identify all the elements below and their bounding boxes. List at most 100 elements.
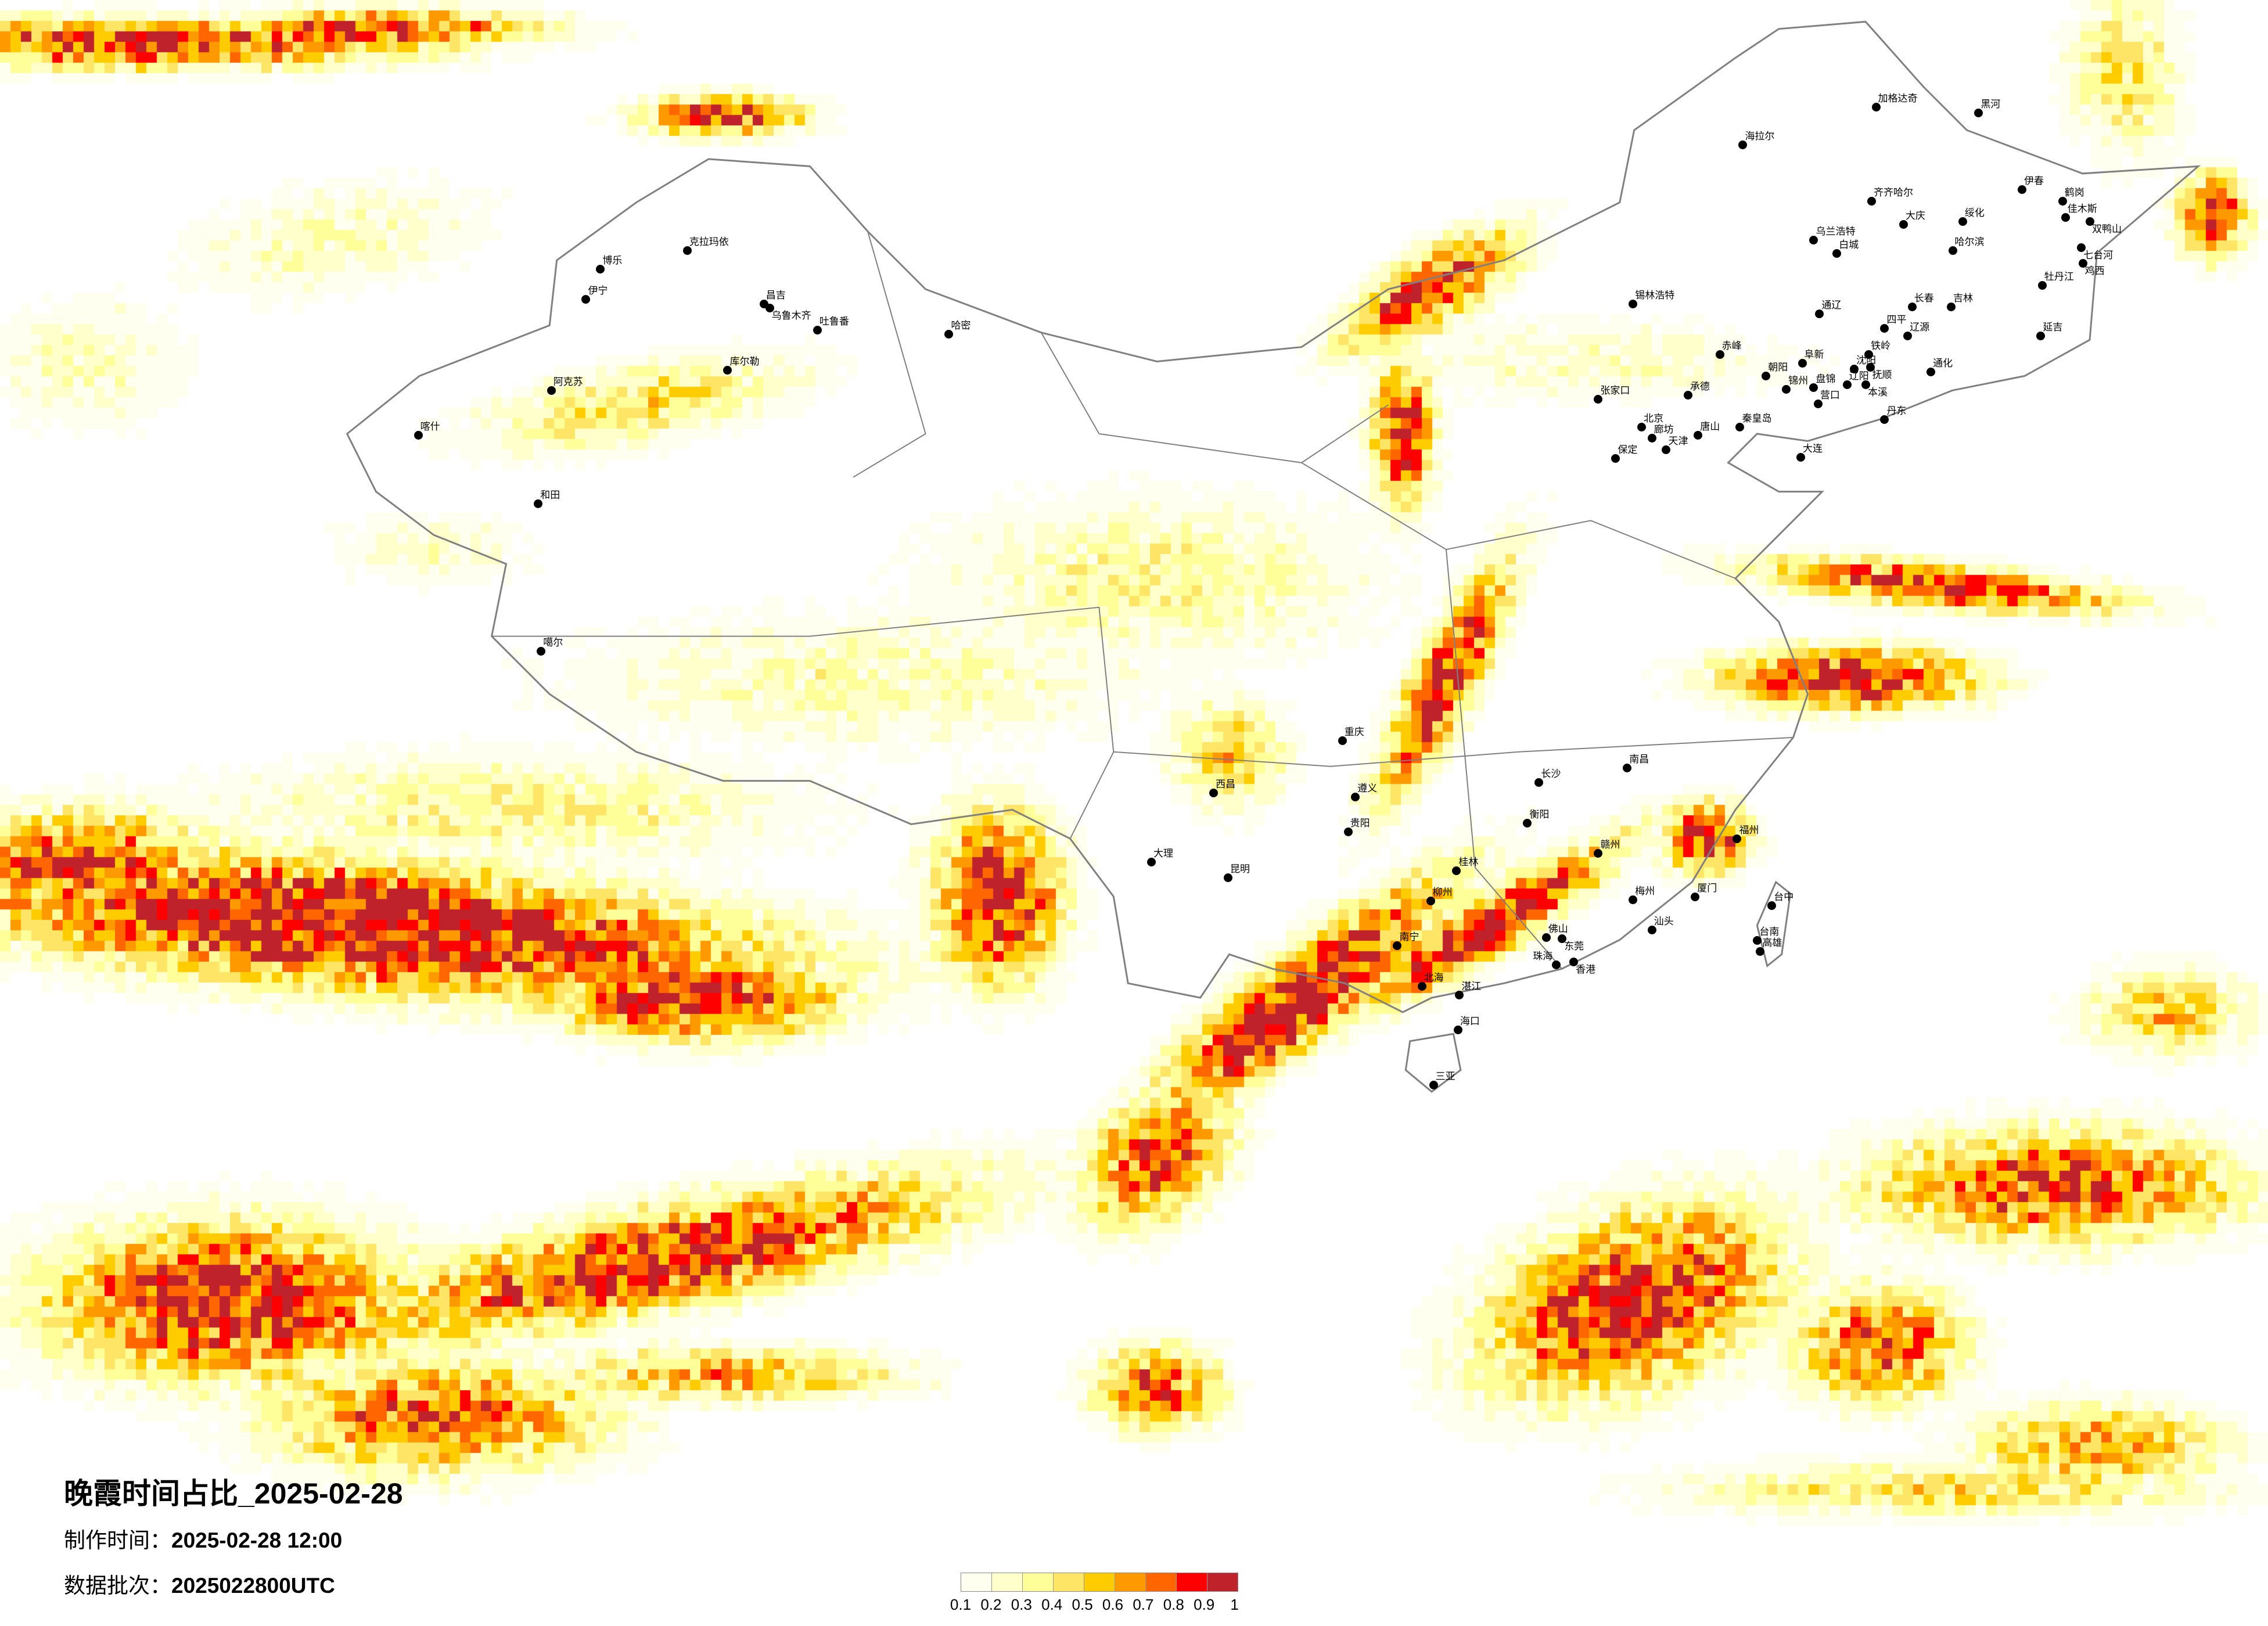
- city-dot-icon: [1735, 422, 1745, 431]
- city-label: 哈尔滨: [1954, 236, 1985, 248]
- city-dot-icon: [1453, 1025, 1462, 1034]
- city-dot-icon: [1691, 892, 1700, 901]
- city-dot-icon: [2077, 243, 2086, 252]
- city-dot-icon: [1452, 866, 1461, 875]
- city-dot-icon: [1523, 818, 1532, 828]
- city-label: 营口: [1820, 389, 1840, 401]
- city-label: 乌兰浩特: [1816, 226, 1856, 238]
- city-dot-icon: [1393, 941, 1402, 951]
- city-label: 北海: [1424, 972, 1444, 984]
- city-label: 阜新: [1804, 348, 1824, 361]
- legend-swatch: [1146, 1573, 1177, 1591]
- city-label: 吉林: [1953, 292, 1973, 304]
- city-label: 昌吉: [765, 289, 786, 301]
- city-label: 西昌: [1216, 778, 1236, 790]
- city-label: 廊坊: [1654, 424, 1674, 436]
- province-boundary: [1301, 462, 1736, 579]
- city-label: 锦州: [1788, 375, 1809, 387]
- city-label: 阿克苏: [553, 376, 583, 388]
- city-label: 秦皇岛: [1742, 412, 1772, 425]
- city-label: 佛山: [1548, 923, 1568, 935]
- city-dot-icon: [537, 646, 546, 656]
- city-dot-icon: [1611, 454, 1620, 463]
- city-dot-icon: [1417, 982, 1426, 991]
- city-dot-icon: [1594, 395, 1603, 404]
- city-dot-icon: [1738, 141, 1748, 149]
- city-dot-icon: [581, 295, 591, 304]
- city-dot-icon: [1338, 736, 1347, 745]
- city-label: 鸡西: [2084, 265, 2105, 278]
- city-dot-icon: [1756, 947, 1765, 956]
- city-label: 牡丹江: [2044, 271, 2074, 283]
- city-dot-icon: [1647, 926, 1656, 935]
- city-dot-icon: [2061, 213, 2070, 222]
- city-label: 鹤岗: [2064, 187, 2084, 199]
- legend-swatch: [1084, 1573, 1115, 1591]
- city-dot-icon: [414, 431, 423, 440]
- city-label: 柳州: [1432, 887, 1453, 899]
- province-boundary: [1446, 549, 1562, 969]
- city-label: 福州: [1739, 825, 1759, 837]
- city-dot-icon: [1762, 372, 1771, 381]
- city-dot-icon: [1694, 431, 1703, 440]
- city-label: 厦门: [1697, 882, 1717, 894]
- legend-tick-label: 1: [1230, 1596, 1239, 1613]
- city-dot-icon: [534, 499, 543, 508]
- city-label: 海拉尔: [1745, 131, 1775, 142]
- city-dot-icon: [2086, 217, 2095, 226]
- city-dot-icon: [1948, 246, 1957, 255]
- legend-tick-labels: 0.1 0.2 0.3 0.4 0.5 0.6 0.7 0.8 0.9 1: [950, 1596, 1239, 1616]
- city-dot-icon: [1832, 249, 1842, 258]
- city-dot-icon: [1209, 788, 1219, 797]
- city-label: 博乐: [602, 255, 623, 267]
- city-dot-icon: [1733, 834, 1742, 844]
- production-time-value: 2025-02-28 12:00: [171, 1528, 343, 1552]
- city-label: 白城: [1839, 239, 1859, 251]
- legend-tick-label: 0.2: [980, 1596, 1002, 1613]
- city-label: 天津: [1668, 436, 1688, 448]
- city-label: 四平: [1886, 314, 1907, 326]
- city-label: 赣州: [1600, 839, 1620, 851]
- city-dot-icon: [813, 325, 822, 334]
- city-dot-icon: [1782, 384, 1791, 394]
- taiwan-outline: [1756, 880, 1792, 967]
- city-dot-icon: [1796, 452, 1806, 462]
- city-label: 盘锦: [1816, 373, 1836, 386]
- city-dot-icon: [1947, 302, 1956, 311]
- city-label: 香港: [1576, 963, 1596, 976]
- city-dot-icon: [1926, 367, 1936, 376]
- city-dot-icon: [944, 330, 954, 339]
- city-label: 昆明: [1230, 864, 1250, 876]
- legend-tick-label: 0.6: [1102, 1596, 1124, 1613]
- city-label: 七台河: [2083, 249, 2114, 261]
- city-dot-icon: [1798, 358, 1807, 368]
- city-label: 双鸭山: [2092, 223, 2122, 235]
- legend-swatch: [1115, 1573, 1146, 1591]
- city-dot-icon: [1813, 399, 1823, 408]
- legend-tick-label: 0.7: [1133, 1596, 1154, 1613]
- city-label: 台中: [1774, 891, 1794, 903]
- city-dot-icon: [1647, 434, 1656, 443]
- map-title: 晚霞时间占比_2025-02-28: [64, 1477, 403, 1510]
- legend-swatch: [961, 1573, 992, 1591]
- city-label: 抚顺: [1872, 369, 1892, 382]
- city-label: 桂林: [1458, 856, 1479, 868]
- city-label: 辽阳: [1849, 370, 1869, 383]
- city-label: 湛江: [1461, 981, 1482, 993]
- city-label: 延吉: [2043, 321, 2063, 333]
- city-dot-icon: [1815, 310, 1824, 319]
- city-dot-icon: [1861, 380, 1871, 390]
- hainan-outline: [1404, 1033, 1462, 1093]
- city-label: 克拉玛依: [689, 236, 729, 248]
- city-label: 通辽: [1821, 300, 1842, 312]
- city-label: 加格达奇: [1878, 93, 1918, 105]
- city-dot-icon: [1809, 236, 1818, 245]
- city-dot-icon: [1662, 445, 1671, 455]
- city-dot-icon: [1880, 415, 1889, 425]
- city-label: 哈密: [951, 320, 971, 332]
- city-dot-icon: [1715, 350, 1724, 359]
- legend-swatch: [1207, 1573, 1238, 1591]
- city-label: 朝阳: [1768, 362, 1788, 374]
- city-label: 铁岭: [1871, 340, 1891, 352]
- city-label: 高雄: [1762, 937, 1782, 949]
